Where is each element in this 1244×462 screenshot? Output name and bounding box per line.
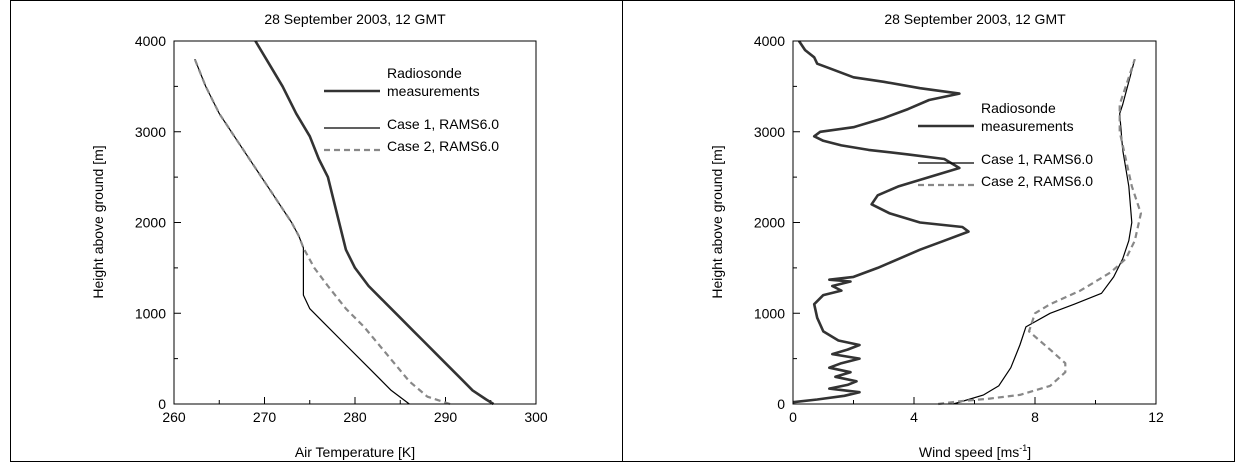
x-axis-label: Air Temperature [K] <box>295 444 415 460</box>
y-axis-label: Height above ground [m] <box>709 145 725 298</box>
legend-label: Case 1, RAMS6.0 <box>981 151 1093 167</box>
y-tick-label: 2000 <box>754 215 785 231</box>
y-tick-label: 0 <box>777 396 785 412</box>
x-tick-label: 4 <box>910 409 918 425</box>
x-tick-label: 300 <box>524 409 548 425</box>
x-tick-label: 0 <box>789 409 797 425</box>
series-line-2 <box>194 58 410 405</box>
x-axis-label-tail: ] <box>1027 444 1031 460</box>
y-tick-label: 4000 <box>754 33 785 49</box>
y-tick-label: 3000 <box>135 124 166 140</box>
plot-area <box>792 40 1157 405</box>
legend-label: measurements <box>981 118 1074 134</box>
chart-title: 28 September 2003, 12 GMT <box>884 11 1066 27</box>
wind-speed-chart: 28 September 2003, 12 GMT Wind speed [ms… <box>709 11 1164 460</box>
legend-label: Case 1, RAMS6.0 <box>387 116 499 132</box>
x-axis-label-superscript: -1 <box>1019 443 1027 453</box>
y-tick-label: 1000 <box>135 305 166 321</box>
axis-ticks: 0 4 8 12 0 1000 2000 3000 4000 <box>754 33 1164 425</box>
data-series <box>792 40 1142 406</box>
legend-label: Case 2, RAMS6.0 <box>981 173 1093 189</box>
y-tick-label: 3000 <box>754 124 785 140</box>
x-tick-label: 290 <box>434 409 458 425</box>
temperature-chart: 28 September 2003, 12 GMT Air Temperatur… <box>90 11 548 460</box>
series-line-3 <box>938 58 1142 406</box>
series-line-3 <box>193 58 451 406</box>
y-tick-label: 4000 <box>135 33 166 49</box>
series-line-1 <box>254 40 495 406</box>
chart-title: 28 September 2003, 12 GMT <box>264 11 446 27</box>
x-axis-label-main: Wind speed [ms <box>919 444 1019 460</box>
legend: Radiosonde measurements Case 1, RAMS6.0 Cas… <box>918 100 1093 189</box>
x-tick-label: 8 <box>1031 409 1039 425</box>
series-line-1 <box>792 40 970 404</box>
legend-label: Radiosonde <box>387 65 462 81</box>
x-axis-label: Wind speed [ms-1] <box>919 443 1031 460</box>
legend-label: Radiosonde <box>981 100 1056 116</box>
x-tick-label: 12 <box>1148 409 1164 425</box>
x-tick-label: 270 <box>253 409 277 425</box>
legend-label: Case 2, RAMS6.0 <box>387 138 499 154</box>
plot-area <box>173 40 537 405</box>
x-tick-label: 260 <box>162 409 186 425</box>
y-tick-label: 1000 <box>754 305 785 321</box>
legend: Radiosonde measurements Case 1, RAMS6.0 Cas… <box>324 65 499 154</box>
data-series <box>193 40 495 406</box>
y-tick-label: 0 <box>158 396 166 412</box>
y-tick-label: 2000 <box>135 215 166 231</box>
legend-label: measurements <box>387 83 480 99</box>
y-axis-label: Height above ground [m] <box>90 145 106 298</box>
x-tick-label: 280 <box>343 409 367 425</box>
